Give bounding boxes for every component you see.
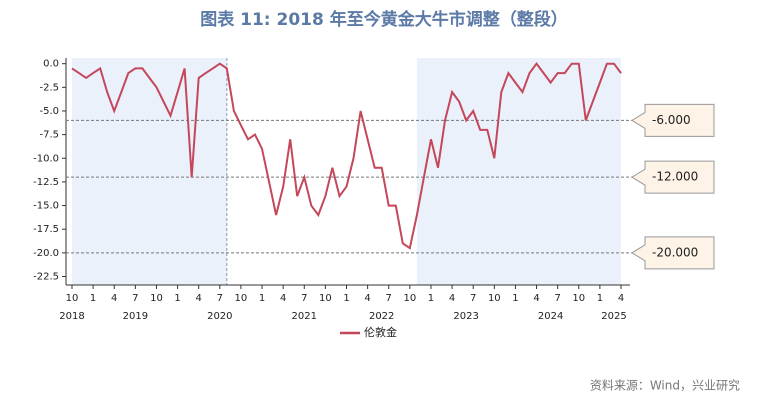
x-tick-label: 4: [533, 293, 539, 304]
x-tick-label: 7: [132, 293, 138, 304]
year-label: 2018: [59, 311, 84, 322]
y-tick-label: -5.0: [39, 106, 59, 117]
x-tick-label: 4: [280, 293, 286, 304]
x-tick-label: 1: [259, 293, 265, 304]
x-tick-label: 1: [512, 293, 518, 304]
year-label: 2025: [601, 311, 626, 322]
x-tick-label: 10: [488, 293, 501, 304]
y-tick-label: -12.5: [33, 177, 59, 188]
year-label: 2022: [369, 311, 394, 322]
x-tick-label: 1: [343, 293, 349, 304]
x-tick-label: 7: [470, 293, 476, 304]
x-tick-label: 7: [554, 293, 560, 304]
legend-label: 伦敦金: [364, 325, 397, 339]
x-tick-label: 4: [618, 293, 624, 304]
callout-box: [631, 103, 715, 137]
x-tick-label: 4: [449, 293, 455, 304]
y-tick-label: -10.0: [33, 153, 59, 164]
x-tick-label: 7: [217, 293, 223, 304]
x-tick-label: 1: [428, 293, 434, 304]
x-tick-label: 7: [301, 293, 307, 304]
callout-label: -20.000: [652, 245, 698, 259]
x-tick-label: 10: [403, 293, 416, 304]
x-tick-label: 4: [111, 293, 117, 304]
callout-label: -6.000: [652, 113, 691, 127]
shaded-range: [72, 58, 227, 285]
x-tick-label: 1: [174, 293, 180, 304]
y-tick-label: -20.0: [33, 248, 59, 259]
year-label: 2021: [292, 311, 317, 322]
line-series: [71, 62, 622, 250]
chart-title: 图表 11: 2018 年至今黄金大牛市调整（整段）: [200, 9, 568, 30]
y-tick-label: -17.5: [33, 224, 59, 235]
y-tick-label: -22.5: [33, 271, 59, 282]
x-tick-label: 10: [572, 293, 585, 304]
y-tick-label: 0.0: [43, 59, 59, 70]
y-tick-label: -2.5: [39, 82, 59, 93]
y-tick-label: -7.5: [39, 130, 59, 141]
year-label: 2024: [538, 311, 563, 322]
x-tick-label: 1: [90, 293, 96, 304]
x-tick-label: 7: [386, 293, 392, 304]
callout-box: [631, 160, 715, 194]
x-tick-label: 4: [364, 293, 370, 304]
x-tick-label: 1: [597, 293, 603, 304]
year-label: 2023: [453, 311, 478, 322]
x-tick-label: 4: [196, 293, 202, 304]
year-label: 2020: [207, 311, 232, 322]
y-tick-label: -15.0: [33, 201, 59, 212]
year-label: 2019: [123, 311, 148, 322]
source: 资料来源：Wind，兴业研究: [590, 378, 740, 393]
callout-box: [631, 236, 715, 270]
x-tick-label: 10: [66, 293, 79, 304]
shaded-range: [416, 58, 621, 285]
x-tick-label: 10: [319, 293, 332, 304]
x-tick-label: 10: [150, 293, 163, 304]
callout-label: -12.000: [652, 170, 698, 184]
x-tick-label: 10: [235, 293, 248, 304]
